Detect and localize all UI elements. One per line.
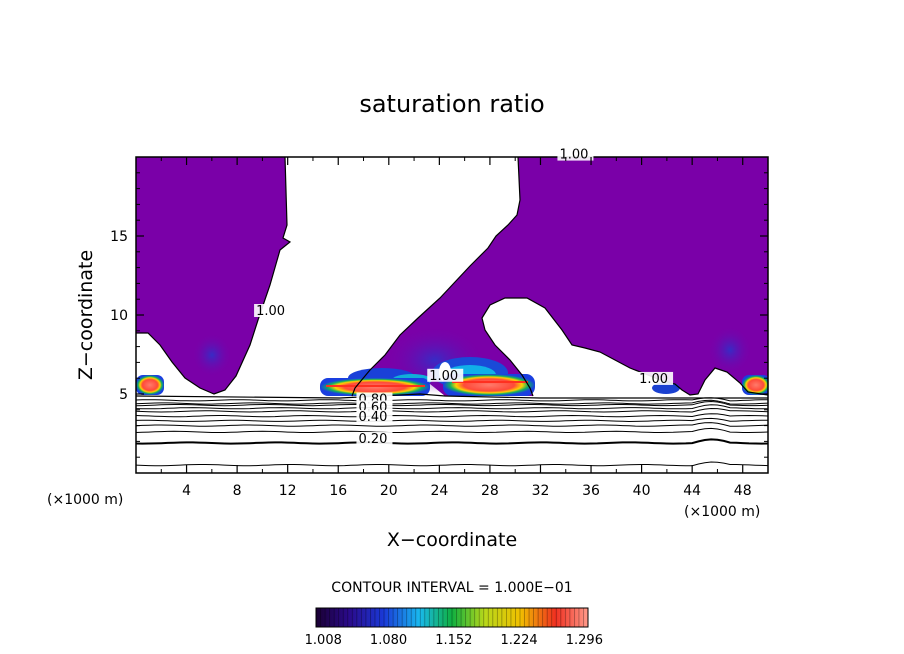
colorbar xyxy=(316,608,588,627)
x-tick-label: 32 xyxy=(532,483,550,499)
contour-label: 0.20 xyxy=(358,432,387,447)
contour-line xyxy=(136,397,768,402)
contour-line xyxy=(136,461,768,467)
x-tick-label: 28 xyxy=(481,483,499,499)
contour-line xyxy=(136,404,768,410)
contour-line xyxy=(136,393,768,399)
y-axis: 5 10 15 xyxy=(110,172,768,458)
contour-line xyxy=(136,407,768,413)
x-tick-label: 20 xyxy=(380,483,398,499)
hotspot-3 xyxy=(443,374,535,396)
x-tick-label: 16 xyxy=(329,483,347,499)
colorbar-tick-label: 1.080 xyxy=(370,633,407,648)
contour-label: 1.00 xyxy=(429,369,458,384)
x-tick-label: 48 xyxy=(734,483,752,499)
y-tick-label: 15 xyxy=(110,229,128,245)
contour-label: 0.40 xyxy=(358,410,387,425)
colorbar-tick-label: 1.008 xyxy=(305,633,342,648)
colorbar-ticks: 1.008 1.080 1.152 1.224 1.296 xyxy=(305,633,603,648)
contour-line xyxy=(136,438,768,445)
supersaturated-region-left xyxy=(136,157,290,394)
contour-line xyxy=(136,399,768,405)
colorbar-stripes xyxy=(320,608,584,627)
chart-title: saturation ratio xyxy=(359,90,544,118)
contour-line xyxy=(481,297,768,397)
hotspot-1 xyxy=(136,375,164,395)
x-tick-label: 40 xyxy=(633,483,651,499)
plot-area xyxy=(136,157,768,473)
contour-label: 1.00 xyxy=(639,372,668,387)
y-tick-label: 10 xyxy=(110,308,128,324)
contour-interval-label: CONTOUR INTERVAL = 1.000E−01 xyxy=(331,580,572,596)
contour-line xyxy=(136,413,768,418)
x-unit-label-left: (×1000 m) xyxy=(47,492,123,508)
x-tick-label: 8 xyxy=(233,483,242,499)
y-tick-label: 5 xyxy=(119,387,128,403)
contour-label: 1.00 xyxy=(559,148,588,163)
x-tick-label: 24 xyxy=(430,483,448,499)
hotspot-4 xyxy=(742,375,768,395)
contour-line xyxy=(136,157,292,395)
contour-label: 1.00 xyxy=(256,304,285,319)
contour-line xyxy=(136,417,768,423)
x-tick-label: 4 xyxy=(182,483,191,499)
x-axis-title: X−coordinate xyxy=(387,529,517,551)
colorbar-tick-label: 1.224 xyxy=(500,633,537,648)
colorbar-tick-label: 1.296 xyxy=(566,633,603,648)
contour-line xyxy=(136,422,768,427)
contour-line xyxy=(136,400,768,407)
contour-line xyxy=(136,427,768,433)
y-axis-title: Z−coordinate xyxy=(75,250,97,380)
contour-labels: 1.001.001.00 1.000.800.600.400.20 xyxy=(254,147,674,447)
x-tick-label: 12 xyxy=(279,483,297,499)
x-tick-label: 36 xyxy=(582,483,600,499)
x-axis: 4 8 12 16 20 24 28 32 36 40 44 48 xyxy=(160,157,752,499)
x-unit-label-right: (×1000 m) xyxy=(684,504,760,520)
stable-contours xyxy=(136,397,768,467)
x-tick-label: 44 xyxy=(683,483,701,499)
contour-line xyxy=(351,157,521,397)
colorbar-tick-label: 1.152 xyxy=(435,633,472,648)
